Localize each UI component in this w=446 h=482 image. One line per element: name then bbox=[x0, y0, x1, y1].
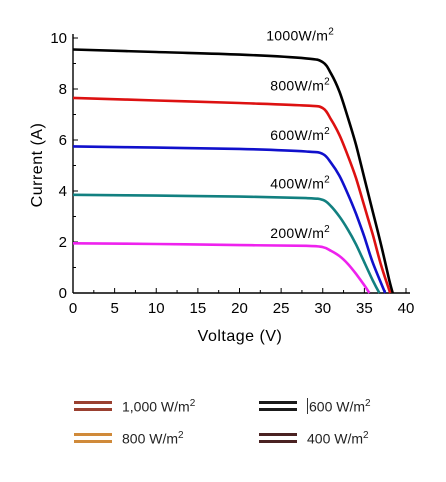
curve-label-0: 1000W/m2 bbox=[266, 27, 334, 44]
legend-swatch bbox=[74, 433, 112, 443]
x-tick-label: 30 bbox=[314, 300, 331, 317]
x-tick-label: 40 bbox=[398, 300, 415, 317]
legend: 1,000 W/m2 600 W/m2 800 W/m2 400 W/m2 bbox=[0, 390, 446, 460]
y-tick-label: 0 bbox=[59, 285, 67, 302]
curve-label-1: 800W/m2 bbox=[270, 76, 330, 93]
text-cursor bbox=[307, 398, 308, 415]
x-tick-label: 10 bbox=[148, 300, 165, 317]
plot-area: 0 5 10 15 20 25 30 35 40 0 2 4 6 8 10 1000W/m2 800W/m2 60… bbox=[50, 27, 414, 317]
series-line-3 bbox=[72, 193, 381, 294]
x-tick-label: 35 bbox=[356, 300, 373, 317]
y-tick-label: 2 bbox=[59, 234, 67, 251]
legend-label: 400 W/m2 bbox=[307, 429, 369, 447]
x-axis-label: Voltage (V) bbox=[198, 328, 283, 345]
series-line-1 bbox=[72, 96, 392, 294]
legend-swatch bbox=[259, 433, 297, 443]
curve-label-2: 600W/m2 bbox=[270, 126, 330, 143]
x-tick-label: 20 bbox=[231, 300, 248, 317]
x-tick-label: 25 bbox=[273, 300, 290, 317]
legend-label: 800 W/m2 bbox=[122, 429, 184, 447]
legend-label: 600 W/m2 bbox=[307, 397, 371, 415]
legend-item-400: 400 W/m2 bbox=[259, 427, 369, 449]
legend-label: 1,000 W/m2 bbox=[122, 397, 196, 415]
curve-label-3: 400W/m2 bbox=[270, 174, 330, 191]
curve-label-4: 200W/m2 bbox=[270, 224, 330, 241]
x-tick-label: 0 bbox=[69, 300, 77, 317]
legend-item-600: 600 W/m2 bbox=[259, 395, 371, 417]
series-line-0 bbox=[72, 48, 394, 294]
legend-item-1000: 1,000 W/m2 bbox=[74, 395, 195, 417]
legend-item-800: 800 W/m2 bbox=[74, 427, 184, 449]
y-tick-label: 6 bbox=[59, 132, 67, 149]
iv-curve-chart: 0 5 10 15 20 25 30 35 40 0 2 4 6 8 10 1000W/m2 800W/m2 60… bbox=[29, 27, 414, 345]
y-tick-label: 8 bbox=[59, 81, 67, 98]
legend-swatch bbox=[259, 401, 297, 411]
legend-swatch bbox=[74, 401, 112, 411]
series-line-4 bbox=[72, 242, 371, 294]
y-tick-label: 4 bbox=[59, 183, 67, 200]
series-line-2 bbox=[72, 145, 387, 294]
x-tick-label: 15 bbox=[190, 300, 207, 317]
y-tick-label: 10 bbox=[50, 30, 67, 47]
y-axis-label: Current (A) bbox=[29, 123, 46, 208]
x-tick-label: 5 bbox=[110, 300, 118, 317]
